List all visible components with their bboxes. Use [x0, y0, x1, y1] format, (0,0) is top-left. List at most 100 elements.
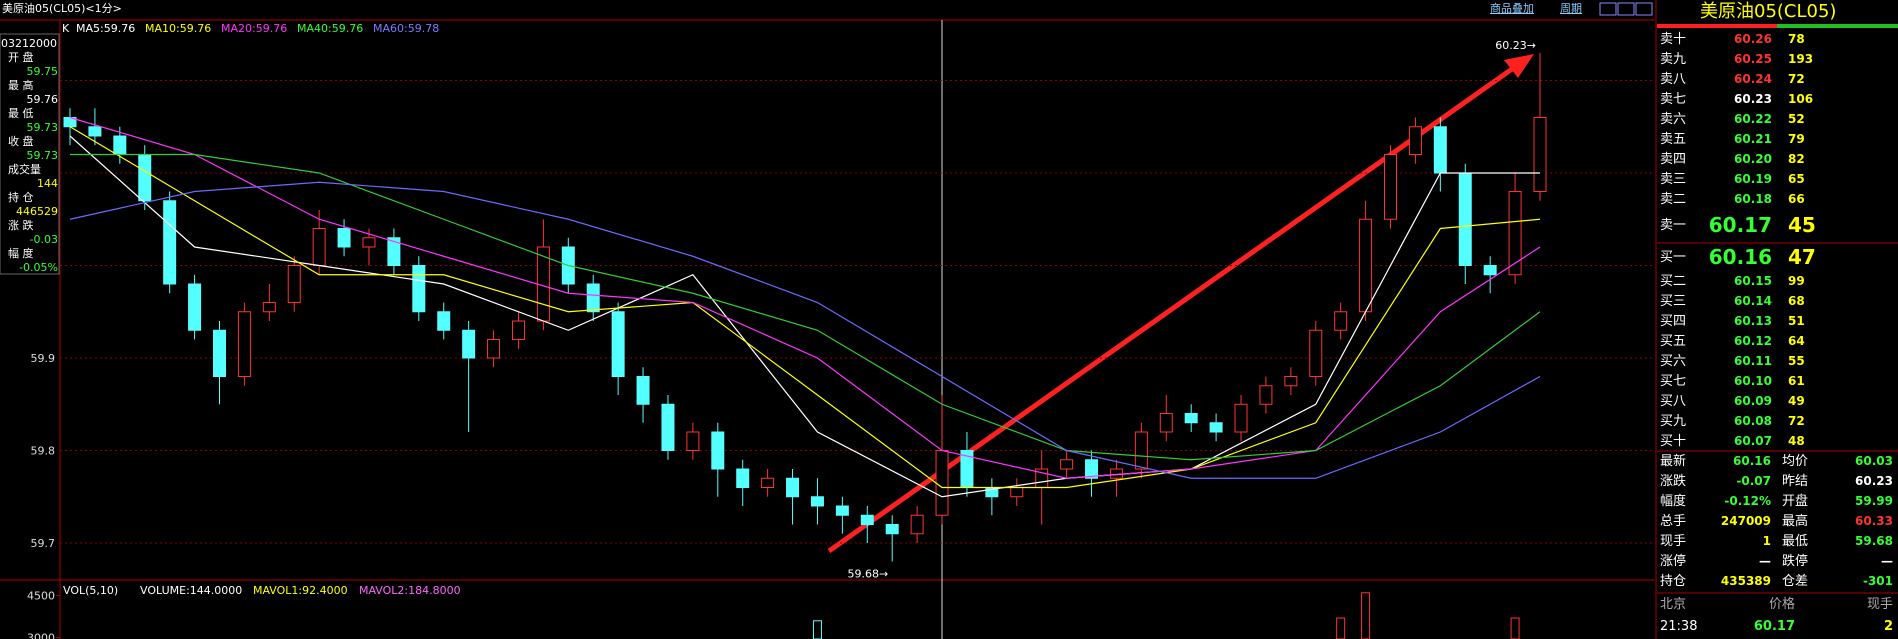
ticks-cell: 21:38 — [1660, 619, 1698, 634]
icon[interactable] — [1599, 2, 1617, 16]
candle-body — [910, 514, 924, 535]
ticks-cell: 2 — [1883, 619, 1893, 634]
candle-body — [163, 200, 177, 285]
candle-body — [1458, 172, 1472, 266]
book-volume: 78 — [1788, 32, 1805, 46]
candle-body — [1483, 265, 1497, 276]
candle-body — [287, 265, 301, 303]
stat-value: -301 — [1862, 574, 1893, 588]
volume-tick-label: 4500 — [27, 590, 55, 603]
annotation: 60.23→ — [1495, 39, 1536, 52]
book-label: 买七 — [1660, 374, 1687, 389]
book-label: 卖八 — [1660, 72, 1687, 87]
candle-body — [786, 477, 800, 498]
candle-body — [1259, 385, 1273, 405]
info-label: 成交量 — [8, 163, 41, 176]
info-label: 持 仓 — [8, 191, 34, 204]
icon[interactable] — [1617, 2, 1635, 16]
chart-title: 美原油05(CL05)<1分> — [2, 2, 122, 15]
info-label: 最 高 — [8, 79, 34, 92]
ticks-cell: 60.17 — [1753, 619, 1795, 634]
info-box — [0, 33, 60, 275]
book-label: 卖九 — [1660, 52, 1687, 67]
book-label: 买三 — [1660, 294, 1687, 309]
book-volume: 55 — [1788, 354, 1805, 368]
candle-body — [611, 311, 625, 377]
candle-body — [1508, 191, 1522, 276]
stat-label: 持仓 — [1660, 574, 1687, 589]
volume-label: VOLUME:144.0000 — [140, 584, 242, 597]
book-price: 60.26 — [1734, 32, 1772, 46]
candle-body — [1060, 459, 1074, 470]
candle-body — [462, 329, 476, 359]
stat-label: 涨跌 — [1660, 474, 1687, 489]
candle-body — [188, 283, 202, 331]
volume-label: MAVOL1:92.4000 — [253, 584, 348, 597]
book-price: 60.11 — [1734, 354, 1772, 368]
book-price: 60.17 — [1708, 213, 1772, 237]
book-label: 买十 — [1660, 434, 1687, 449]
ma-label: MA20:59.76 — [221, 22, 288, 35]
stat-value: 60.03 — [1855, 454, 1893, 468]
stat-value: 60.33 — [1855, 514, 1893, 528]
book-price: 60.22 — [1734, 112, 1772, 126]
info-label: 开 盘 — [8, 51, 34, 64]
stat-label: 最新 — [1660, 454, 1687, 469]
book-price: 60.24 — [1734, 72, 1772, 86]
candle-body — [1209, 422, 1223, 433]
book-volume: 72 — [1788, 72, 1805, 86]
book-volume: 106 — [1788, 92, 1814, 106]
candle-body — [860, 514, 874, 525]
overlay-button[interactable]: 商品叠加 — [1490, 2, 1534, 15]
book-volume: 68 — [1788, 294, 1805, 308]
stat-value: -0.12% — [1724, 494, 1771, 508]
icon[interactable] — [1635, 2, 1653, 16]
book-volume: 47 — [1788, 245, 1816, 269]
ma-line — [69, 135, 1540, 498]
period-button[interactable]: 周期 — [1560, 2, 1582, 15]
candle-body — [810, 496, 824, 507]
ticks-header: 现手 — [1866, 597, 1893, 612]
candle-body — [1334, 311, 1348, 331]
book-label: 买九 — [1660, 414, 1687, 429]
book-volume: 72 — [1788, 414, 1805, 428]
book-price: 60.12 — [1734, 334, 1772, 348]
candle-body — [113, 135, 127, 155]
book-label: 买一 — [1660, 250, 1687, 265]
candle-body — [636, 376, 650, 405]
candle-body — [511, 320, 525, 340]
candle-body — [262, 302, 276, 313]
candle-body — [1085, 459, 1099, 479]
book-volume: 82 — [1788, 152, 1805, 166]
info-value: 59.73 — [26, 149, 59, 162]
info-value: -0.05% — [19, 261, 58, 274]
arrow-head — [1504, 54, 1534, 78]
candle-body — [337, 228, 351, 248]
ma-label: MA10:59.76 — [145, 22, 212, 35]
book-label: 卖五 — [1660, 132, 1687, 147]
ma-line — [69, 126, 1541, 489]
stat-label: 仓差 — [1782, 574, 1809, 589]
book-label: 卖七 — [1660, 92, 1687, 107]
book-label: 卖一 — [1660, 218, 1687, 233]
info-value: 59.73 — [26, 121, 59, 134]
candle-body — [1109, 468, 1123, 479]
stat-label: 最高 — [1782, 514, 1809, 529]
stat-label: 开盘 — [1782, 494, 1809, 509]
info-label: 收 盘 — [8, 135, 34, 148]
book-volume: 51 — [1788, 314, 1805, 328]
book-price: 60.23 — [1734, 92, 1772, 106]
candle-body — [736, 468, 750, 488]
candle-body — [362, 237, 376, 248]
book-volume: 61 — [1788, 374, 1805, 388]
book-label: 买四 — [1660, 314, 1687, 329]
candle-body — [1284, 376, 1298, 387]
candle-body — [1134, 431, 1148, 470]
volume-bar — [1361, 592, 1371, 639]
info-value: -0.03 — [29, 233, 58, 246]
book-label: 卖六 — [1660, 112, 1687, 127]
volume-bar — [1510, 617, 1520, 639]
stat-value: 60.16 — [1733, 454, 1771, 468]
info-label: 最 低 — [8, 107, 34, 120]
